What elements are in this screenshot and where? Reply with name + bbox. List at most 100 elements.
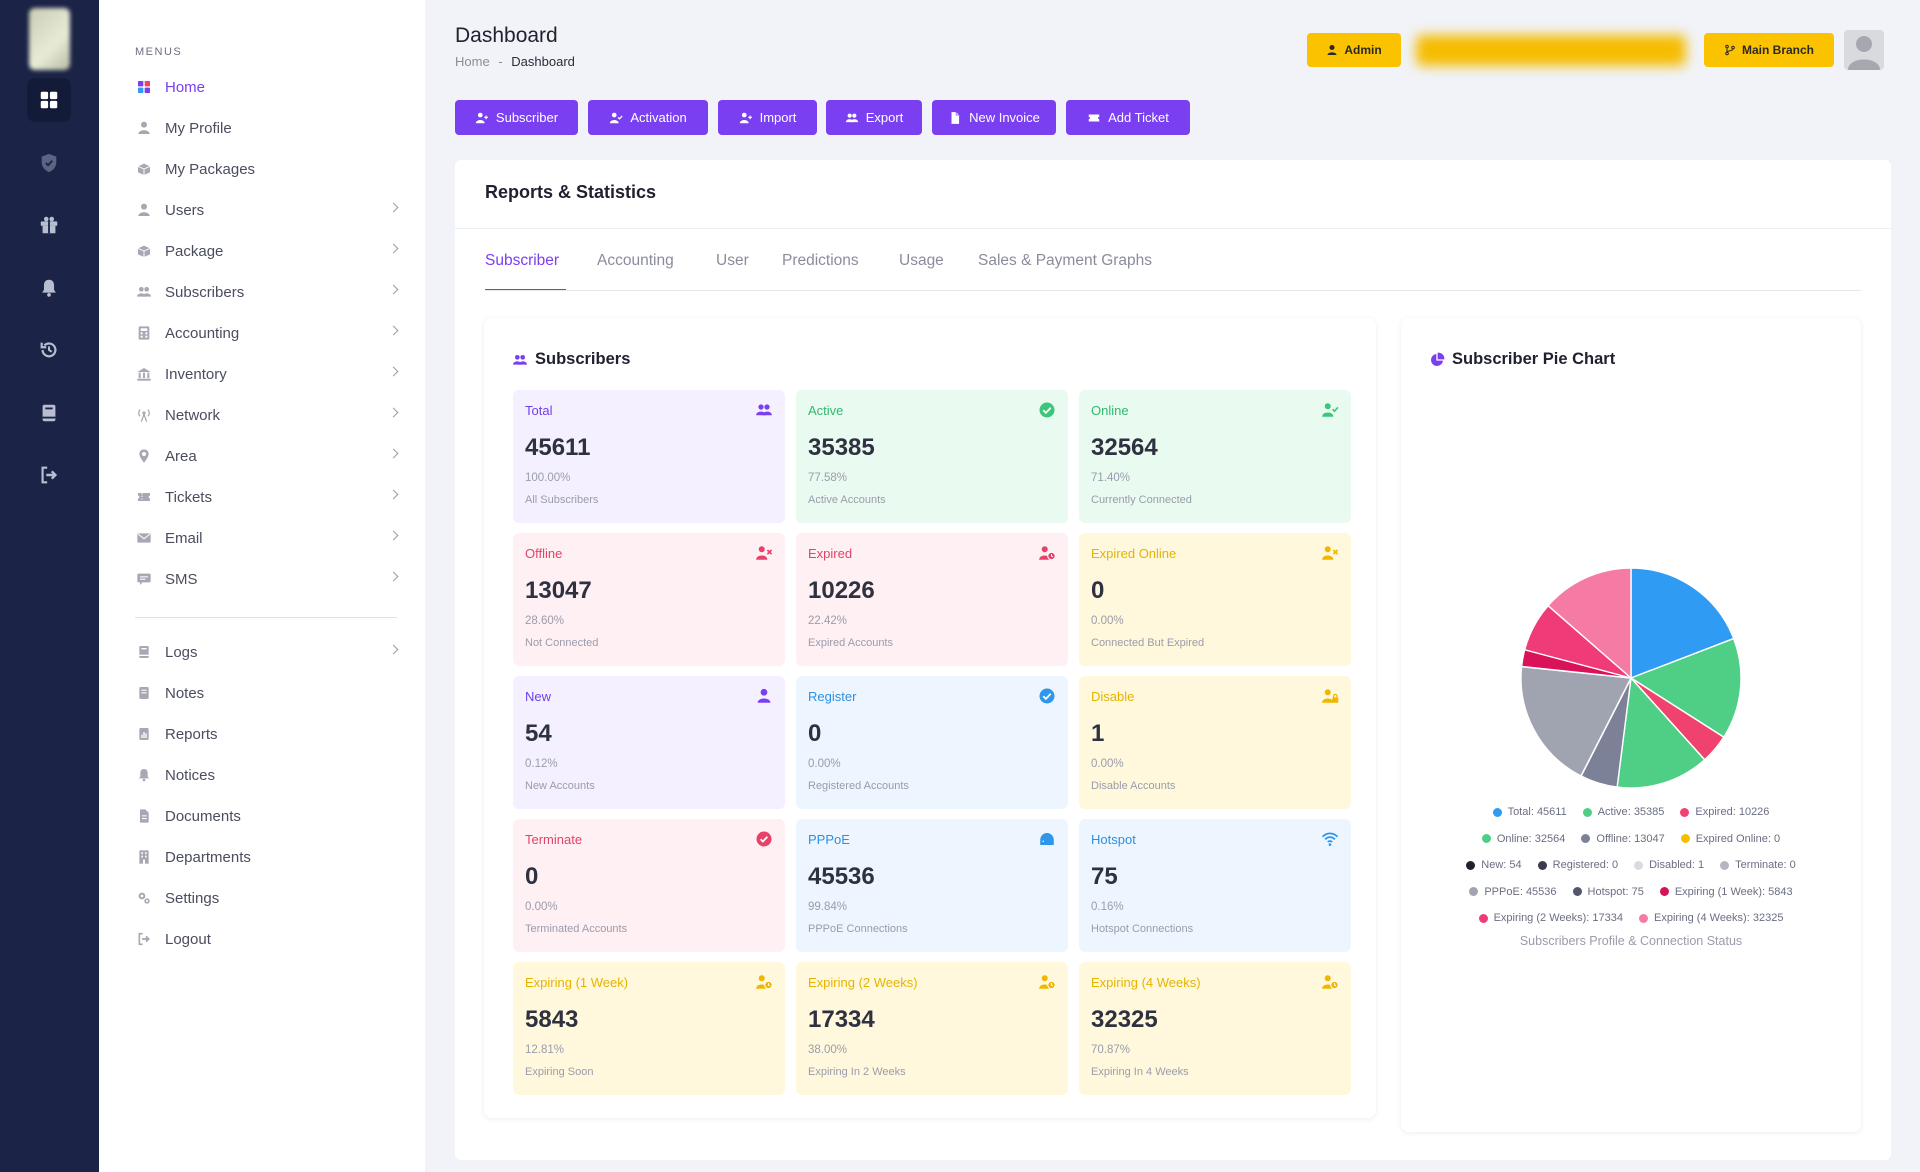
sidebar-item-reports[interactable]: Reports: [135, 719, 397, 749]
rail-history-button[interactable]: [27, 328, 71, 372]
stat-card-new[interactable]: New 54 0.12% New Accounts: [513, 676, 785, 809]
chevron-right-icon: [388, 644, 399, 655]
legend-item-online[interactable]: Online: 32564: [1481, 833, 1565, 845]
pie-slice-expiring-4-weeks[interactable]: [1547, 567, 1632, 680]
sidebar-item-tickets[interactable]: Tickets: [135, 482, 399, 512]
sidebar-item-area[interactable]: Area: [135, 441, 399, 471]
book-icon: [135, 643, 153, 661]
legend-swatch: [1659, 887, 1669, 896]
stat-card-hotspot[interactable]: Hotspot 75 0.16% Hotspot Connections: [1079, 819, 1351, 952]
stat-card-offline[interactable]: Offline 13047 28.60% Not Connected: [513, 533, 785, 666]
legend-sep: :: [1625, 885, 1632, 898]
sidebar-item-accounting[interactable]: Accounting: [135, 318, 399, 348]
sidebar-item-label: Inventory: [165, 365, 227, 383]
sidebar-item-package[interactable]: Package: [135, 236, 399, 266]
legend-item-expiring-1-week[interactable]: Expiring (1 Week): 5843: [1659, 886, 1793, 898]
avatar[interactable]: [1844, 30, 1884, 70]
pin-icon: [135, 447, 153, 465]
rail-book-button[interactable]: [27, 391, 71, 435]
tab-accounting[interactable]: Accounting: [597, 252, 674, 269]
stat-card-expiring-4-weeks[interactable]: Expiring (4 Weeks) 32325 70.87% Expiring In…: [1079, 962, 1351, 1095]
admin-button[interactable]: Admin: [1307, 33, 1401, 67]
sidebar-item-logout[interactable]: Logout: [135, 924, 397, 954]
stat-label: Total: [525, 403, 553, 418]
legend-swatch: [1680, 834, 1690, 843]
sidebar-item-settings[interactable]: Settings: [135, 883, 397, 913]
sidebar-item-subscribers[interactable]: Subscribers: [135, 277, 399, 307]
sidebar-item-logs[interactable]: Logs: [135, 637, 399, 667]
tab-subscriber[interactable]: Subscriber: [485, 252, 560, 269]
stat-card-pppoe[interactable]: PPPoE 45536 99.84% PPPoE Connections: [796, 819, 1068, 952]
sidebar-item-sms[interactable]: SMS: [135, 564, 399, 594]
breadcrumb-home[interactable]: Home: [455, 54, 490, 69]
legend-sep: :: [1503, 859, 1510, 871]
pie-slice-active[interactable]: [1629, 637, 1742, 739]
legend-item-disabled[interactable]: Disabled: 1: [1634, 859, 1704, 871]
stat-label: Offline: [525, 546, 563, 561]
rail-dashboard-button[interactable]: [27, 78, 71, 122]
stat-label: Expired: [808, 546, 853, 561]
legend-item-expiring-4-weeks[interactable]: Expiring (4 Weeks): 32325: [1639, 912, 1783, 924]
tab-predictions[interactable]: Predictions: [782, 252, 859, 269]
tab-sales-payment-graphs[interactable]: Sales & Payment Graphs: [978, 252, 1153, 269]
sidebar-item-users[interactable]: Users: [135, 195, 399, 225]
stat-card-disable[interactable]: Disable 1 0.00% Disable Accounts: [1079, 676, 1351, 809]
legend-item-pppoe[interactable]: PPPoE: 45536: [1469, 886, 1557, 898]
legend-item-offline[interactable]: Offline: 13047: [1581, 832, 1665, 845]
tab-usage[interactable]: Usage: [899, 252, 944, 269]
legend-item-hotspot[interactable]: Hotspot: 75: [1572, 885, 1644, 898]
sidebar-item-notes[interactable]: Notes: [135, 678, 397, 708]
legend-item-registered[interactable]: Registered: 0: [1537, 859, 1618, 871]
rail-notifications-button[interactable]: [27, 266, 71, 310]
legend-item-expiring-2-weeks[interactable]: Expiring (2 Weeks): 17334: [1478, 912, 1623, 924]
sidebar-item-inventory[interactable]: Inventory: [135, 359, 399, 389]
sidebar-item-departments[interactable]: Departments: [135, 842, 397, 872]
sidebar-item-my-profile[interactable]: My Profile: [135, 113, 397, 143]
bell-icon: [42, 279, 56, 297]
stat-card-terminate[interactable]: Terminate 0 0.00% Terminated Accounts: [513, 819, 785, 952]
legend-item-expired[interactable]: Expired: 10226: [1680, 806, 1769, 818]
legend-item-active[interactable]: Active: 35385: [1582, 806, 1664, 818]
stat-card-total[interactable]: Total 45611 100.00% All Subscribers: [513, 390, 785, 523]
new-invoice-button[interactable]: New Invoice: [932, 100, 1056, 135]
stat-card-expiring-1-week[interactable]: Expiring (1 Week) 5843 12.81% Expiring Soon: [513, 962, 785, 1095]
stat-label: Disable: [1091, 689, 1135, 704]
add-ticket-button[interactable]: Add Ticket: [1066, 100, 1190, 135]
sidebar-item-documents[interactable]: Documents: [135, 801, 397, 831]
pie-slice-online[interactable]: [1616, 676, 1706, 789]
legend-item-expired-online[interactable]: Expired Online: 0: [1680, 833, 1780, 845]
sidebar-item-notices[interactable]: Notices: [135, 760, 397, 790]
legend-item-terminate[interactable]: Terminate: 0: [1720, 859, 1796, 871]
brand-logo[interactable]: [29, 8, 70, 70]
shield-icon: [41, 153, 57, 173]
sidebar-item-label: Email: [165, 529, 203, 547]
stat-card-expiring-2-weeks[interactable]: Expiring (2 Weeks) 17334 38.00% Expiring In…: [796, 962, 1068, 1095]
pie-slice-pppoe[interactable]: [1520, 665, 1633, 777]
action-label: New Invoice: [969, 110, 1040, 125]
sidebar-item-network[interactable]: Network: [135, 400, 399, 430]
rail-logout-button[interactable]: [27, 453, 71, 497]
subscriber-button[interactable]: Subscriber: [455, 100, 578, 135]
legend-item-new[interactable]: New: 54: [1466, 859, 1522, 871]
rail-security-button[interactable]: [27, 141, 71, 185]
stat-card-register[interactable]: Register 0 0.00% Registered Accounts: [796, 676, 1068, 809]
sidebar-item-email[interactable]: Email: [135, 523, 399, 553]
export-button[interactable]: Export: [826, 100, 922, 135]
sidebar-item-my-packages[interactable]: My Packages: [135, 154, 397, 184]
stat-card-active[interactable]: Active 35385 77.58% Active Accounts: [796, 390, 1068, 523]
tab-user[interactable]: User: [716, 252, 749, 269]
pie-title: Subscriber Pie Chart: [1452, 350, 1616, 368]
activation-button[interactable]: Activation: [588, 100, 708, 135]
sidebar-item-label: Subscribers: [165, 283, 245, 301]
rail-gifts-button[interactable]: [27, 203, 71, 247]
stat-card-expired[interactable]: Expired 10226 22.42% Expired Accounts: [796, 533, 1068, 666]
legend-item-total[interactable]: Total: 45611: [1492, 806, 1567, 818]
pie-slice-total[interactable]: [1630, 567, 1735, 680]
import-button[interactable]: Import: [718, 100, 817, 135]
legend-value: 13047: [1634, 832, 1665, 845]
branch-button[interactable]: Main Branch: [1704, 33, 1834, 67]
stat-percent: 22.42%: [808, 615, 848, 627]
sidebar-item-home[interactable]: Home: [135, 72, 397, 102]
stat-card-expired-online[interactable]: Expired Online 0 0.00% Connected But Expire…: [1079, 533, 1351, 666]
stat-card-online[interactable]: Online 32564 71.40% Currently Connected: [1079, 390, 1351, 523]
